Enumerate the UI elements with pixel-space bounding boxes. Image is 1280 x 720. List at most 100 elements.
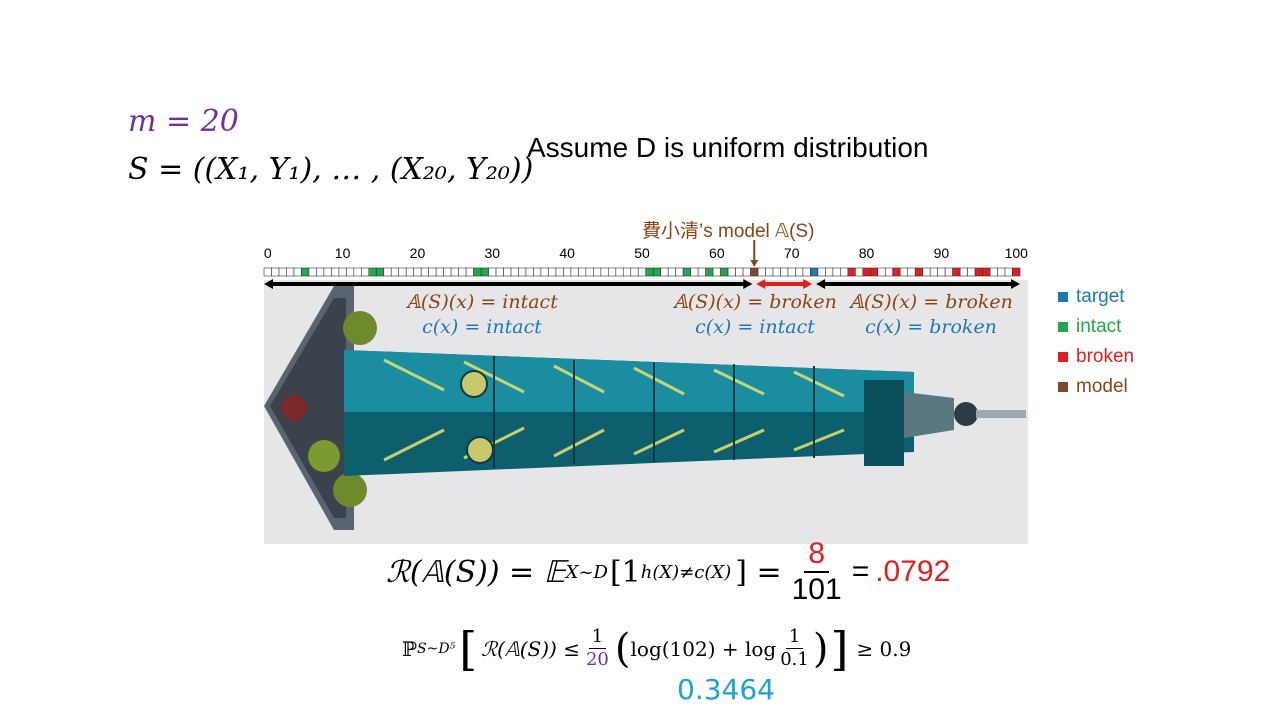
legend-item-target: target (1058, 282, 1134, 312)
bound-frac1-den: 20 (585, 649, 609, 670)
legend-swatch-target (1058, 292, 1068, 302)
axis-cell (660, 267, 669, 277)
target-point (810, 267, 819, 277)
axis-cell (989, 267, 998, 277)
tick-label: 80 (859, 245, 875, 261)
axis-cell (510, 267, 519, 277)
axis-cell (765, 267, 774, 277)
intact-point (682, 267, 691, 277)
risk-close: ] = (735, 554, 782, 590)
intact-point (368, 267, 377, 277)
axis-cell (428, 267, 437, 277)
region-1-line-1: 𝔸(S)(x) = intact (398, 290, 566, 315)
axis-cell (420, 267, 429, 277)
axis-cell (443, 267, 452, 277)
axis-cell (622, 267, 632, 277)
axis-cell (959, 267, 968, 277)
axis-cell (922, 267, 931, 277)
region-label-broken: 𝔸(S)(x) = broken c(x) = broken (844, 290, 1018, 340)
tick-label: 30 (485, 245, 501, 261)
axis-cell (630, 267, 639, 277)
model-label: 費小清’s model 𝔸(S) (642, 221, 815, 242)
risk-fraction: 8 101 (792, 537, 842, 607)
legend-label-target: target (1076, 286, 1125, 307)
broken-point (869, 267, 879, 277)
axis-cell (271, 267, 280, 277)
risk-indicator-sub: h(X)≠c(X) (640, 561, 732, 583)
legend-label-intact: intact (1076, 316, 1122, 337)
axis-cell (405, 267, 415, 277)
region-2-line-1: 𝔸(S)(x) = broken (668, 290, 842, 315)
legend-swatch-intact (1058, 322, 1068, 332)
axis-cell (503, 267, 512, 277)
number-line: 0 10 20 30 40 50 60 70 80 90 100 (263, 240, 1029, 289)
axis-cell (316, 267, 325, 277)
broken-point (1012, 267, 1021, 277)
axis-cell (548, 267, 557, 277)
legend-swatch-broken (1058, 352, 1068, 362)
intact-point (480, 267, 489, 277)
sample-set-equation: S = ((X₁, Y₁), … , (X₂₀, Y₂₀)) (128, 152, 534, 187)
bound-left-bracket: [ (459, 621, 478, 676)
tick-label: 10 (335, 245, 351, 261)
axis-cell (727, 267, 736, 277)
axis-cell (585, 267, 594, 277)
intact-point (645, 267, 654, 277)
intact-region-arrow (264, 279, 753, 289)
tick-label: 100 (1005, 245, 1029, 261)
region-1-line-1-text: 𝔸(S)(x) = intact (406, 291, 558, 313)
risk-expectation-sub: X~D (565, 561, 608, 583)
axis-cell (286, 267, 295, 277)
broken-point (952, 267, 961, 277)
broken-point (862, 267, 871, 277)
tick-label: 90 (934, 245, 950, 261)
axis-cell (884, 267, 894, 277)
region-label-intact: 𝔸(S)(x) = intact c(x) = intact (398, 290, 566, 340)
axis-cell (780, 267, 789, 277)
broken-point (847, 267, 856, 277)
broken-point (914, 267, 923, 277)
intact-point (652, 267, 662, 277)
legend: target intact broken model (1058, 282, 1134, 402)
axis-cell (383, 267, 392, 277)
axis-cell (697, 267, 706, 277)
axis-cell (518, 267, 527, 277)
broken-point (982, 267, 991, 277)
axis-cell (308, 267, 317, 277)
axis-cell (555, 267, 564, 277)
bound-rhs: ≥ 0.9 (856, 636, 912, 661)
axis-cell (967, 267, 976, 277)
axis-cell (338, 267, 347, 277)
broken-region-arrow (816, 279, 1020, 289)
region-2-line-1-text: 𝔸(S)(x) = broken (673, 291, 837, 313)
axis-cell (390, 267, 400, 277)
bound-fraction-1: 1 20 (586, 626, 609, 671)
axis-cell (712, 267, 721, 277)
axis-cell (278, 267, 287, 277)
axis-cell (772, 267, 781, 277)
bound-right-paren: ) (812, 625, 829, 672)
bound-prob-sub: S~D⁵ (417, 640, 456, 657)
axis-cell (675, 267, 684, 277)
axis-cell (578, 267, 587, 277)
legend-label-broken: broken (1076, 346, 1135, 367)
model-pointer-arrow (750, 240, 759, 267)
legend-item-broken: broken (1058, 342, 1134, 372)
tick-label: 40 (559, 245, 575, 261)
axis-cell (757, 267, 766, 277)
axis-cell (540, 267, 549, 277)
region-3-line-2: c(x) = broken (844, 315, 1018, 340)
axis-cell (877, 267, 886, 277)
intact-point (301, 267, 310, 277)
axis-cell (855, 267, 864, 277)
bound-left-paren: ( (614, 625, 631, 672)
m-equation: m = 20 (128, 104, 239, 139)
axis-cell (832, 267, 841, 277)
axis-cell (742, 267, 751, 277)
axis-cell (353, 267, 362, 277)
axis-cell (667, 267, 676, 277)
axis-cell (331, 267, 340, 277)
intact-point (375, 267, 385, 277)
risk-indicator: [1 (609, 554, 641, 590)
region-label-mismatch: 𝔸(S)(x) = broken c(x) = intact (668, 290, 842, 340)
